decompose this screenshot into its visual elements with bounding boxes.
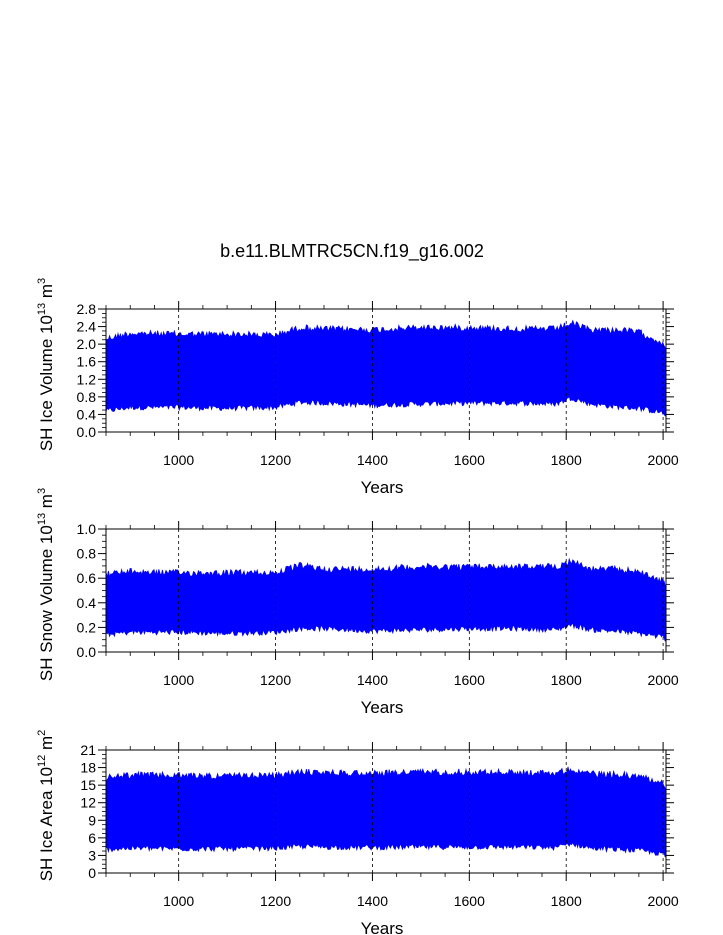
y-tick-label-1-2: 0.8 — [77, 389, 97, 405]
x-tick-label-2-0: 1000 — [163, 672, 194, 688]
x-axis-label-3: Years — [361, 919, 404, 935]
x-tick-label-1-0: 1000 — [163, 452, 194, 468]
y-tick-label-1-3: 1.2 — [77, 371, 97, 387]
x-tick-label-3-4: 1800 — [551, 893, 582, 909]
x-tick-label-2-3: 1600 — [454, 672, 485, 688]
y-tick-label-3-0: 0 — [88, 865, 96, 881]
x-tick-label-3-2: 1400 — [357, 893, 388, 909]
y-tick-label-3-5: 15 — [80, 777, 96, 793]
x-tick-label-2-4: 1800 — [551, 672, 582, 688]
x-tick-label-3-5: 2000 — [648, 893, 679, 909]
y-tick-label-2-1: 0.2 — [77, 619, 97, 635]
y-tick-label-1-1: 0.4 — [77, 406, 97, 422]
series-band-1 — [105, 319, 666, 417]
x-tick-label-1-4: 1800 — [551, 452, 582, 468]
y-tick-label-3-4: 12 — [80, 795, 96, 811]
y-axis-label-3: SH Ice Area 1012 m2 — [36, 730, 56, 882]
x-tick-label-2-5: 2000 — [648, 672, 679, 688]
x-tick-label-1-3: 1600 — [454, 452, 485, 468]
y-axis-label-2: SH Snow Volume 1013 m3 — [36, 488, 56, 681]
y-tick-label-3-1: 3 — [88, 847, 96, 863]
x-tick-label-2-1: 1200 — [260, 672, 291, 688]
y-tick-label-3-7: 21 — [80, 742, 96, 758]
y-tick-label-3-3: 9 — [88, 812, 96, 828]
y-tick-label-1-0: 0.0 — [77, 424, 97, 440]
y-tick-label-2-0: 0.0 — [77, 644, 97, 660]
x-tick-label-3-3: 1600 — [454, 893, 485, 909]
y-tick-label-3-2: 6 — [88, 830, 96, 846]
y-tick-label-2-5: 1.0 — [77, 521, 97, 537]
y-tick-label-3-6: 18 — [80, 760, 96, 776]
figure-title: b.e11.BLMTRC5CN.f19_g16.002 — [220, 241, 484, 262]
series-band-3 — [105, 766, 666, 858]
y-tick-label-2-3: 0.6 — [77, 570, 97, 586]
x-tick-label-1-1: 1200 — [260, 452, 291, 468]
series-band-2 — [105, 557, 666, 642]
y-tick-label-1-7: 2.8 — [77, 301, 97, 317]
x-tick-label-1-5: 2000 — [648, 452, 679, 468]
x-tick-label-3-0: 1000 — [163, 893, 194, 909]
y-tick-label-1-4: 1.6 — [77, 354, 97, 370]
y-axis-label-1: SH Ice Volume 1013 m3 — [36, 278, 56, 451]
panel-1: 1000 1200 1400 1600 1800 2000 0.0 0.40.8 1.21.6 2… — [36, 278, 679, 497]
x-tick-label-2-2: 1400 — [357, 672, 388, 688]
x-axis-label-2: Years — [361, 698, 404, 717]
x-tick-label-1-2: 1400 — [357, 452, 388, 468]
y-tick-label-2-4: 0.8 — [77, 546, 97, 562]
x-axis-label-1: Years — [361, 478, 404, 497]
panel-2: 1000 1200 1400 1600 1800 2000 0.0 0.2 0.4 0.6 0.8 1… — [36, 488, 679, 717]
y-tick-label-1-6: 2.4 — [77, 319, 97, 335]
y-tick-label-2-2: 0.4 — [77, 595, 97, 611]
x-tick-label-3-1: 1200 — [260, 893, 291, 909]
y-tick-label-1-5: 2.0 — [77, 336, 97, 352]
